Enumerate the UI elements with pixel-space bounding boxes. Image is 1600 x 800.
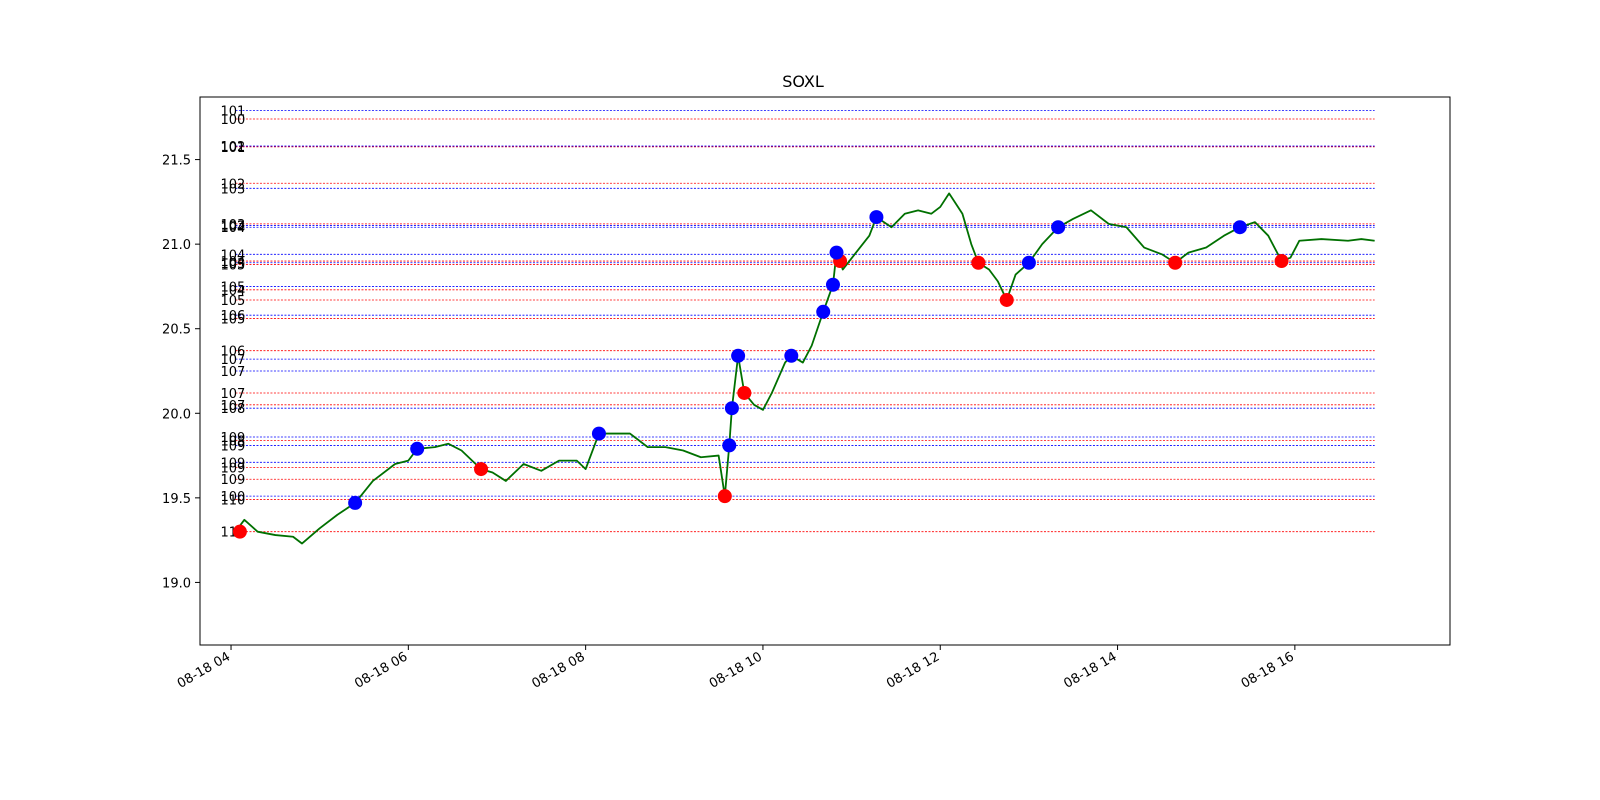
buy-marker — [591, 426, 606, 441]
chart-title: SOXL — [782, 72, 824, 91]
x-tick-label: 08-18 12 — [884, 649, 942, 691]
level-label: 107 — [220, 387, 245, 402]
buy-marker — [869, 210, 884, 225]
buy-marker — [784, 348, 799, 363]
level-label: 103 — [220, 257, 245, 272]
level-label: 103 — [220, 182, 245, 197]
buy-marker — [1232, 220, 1247, 235]
level-label: 107 — [220, 353, 245, 368]
buy-marker — [722, 438, 737, 453]
level-label: 101 — [220, 141, 245, 156]
price-series-layer — [234, 192, 1375, 545]
level-label: 110 — [220, 494, 245, 509]
level-label: 104 — [220, 221, 245, 236]
buy-marker — [724, 401, 739, 416]
level-label: 104 — [220, 248, 245, 263]
markers-layer — [232, 210, 1289, 539]
sell-marker — [474, 462, 489, 477]
x-tick-label: 08-18 06 — [352, 649, 410, 691]
sell-marker — [971, 255, 986, 270]
buy-marker — [816, 304, 831, 319]
level-label: 104 — [220, 284, 245, 299]
level-label: 104 — [220, 255, 245, 270]
sell-marker — [737, 385, 752, 400]
level-label: 109 — [220, 439, 245, 454]
level-label: 102 — [220, 140, 245, 155]
y-tick-label: 20.5 — [162, 323, 191, 338]
buy-marker — [348, 495, 363, 510]
y-tick-label: 19.5 — [162, 492, 191, 507]
level-label: 109 — [220, 473, 245, 488]
level-label: 105 — [220, 294, 245, 309]
sell-marker — [999, 292, 1014, 307]
level-label: 100 — [220, 113, 245, 128]
level-lines-layer — [235, 110, 1375, 533]
level-label: 105 — [220, 313, 245, 328]
buy-marker — [1021, 255, 1036, 270]
y-tick-label: 20.0 — [162, 407, 191, 422]
sell-marker — [717, 489, 732, 504]
level-label: 109 — [220, 456, 245, 471]
level-label: 100 — [220, 490, 245, 505]
buy-marker — [829, 245, 844, 260]
y-axis: 19.0 19.5 20.0 20.5 21.0 21.5 — [162, 154, 200, 591]
x-tick-label: 08-18 04 — [175, 649, 233, 691]
level-label: 105 — [220, 280, 245, 295]
level-label: 103 — [220, 218, 245, 233]
level-label: 109 — [220, 431, 245, 446]
level-label: 102 — [220, 220, 245, 235]
level-label: 107 — [220, 399, 245, 414]
x-tick-label: 08-18 08 — [530, 649, 588, 691]
sell-marker — [1168, 255, 1183, 270]
level-label: 108 — [220, 402, 245, 417]
buy-marker — [731, 348, 746, 363]
sell-marker — [1274, 254, 1289, 269]
y-tick-label: 21.0 — [162, 238, 191, 253]
level-label: 106 — [220, 345, 245, 360]
plot-frame — [199, 96, 1451, 646]
x-tick-label: 08-18 16 — [1239, 649, 1297, 691]
y-tick-label: 21.5 — [162, 154, 191, 169]
level-label: 105 — [220, 258, 245, 273]
buy-marker — [410, 441, 425, 456]
price-series-line — [234, 192, 1375, 545]
x-tick-label: 08-18 10 — [707, 649, 765, 691]
buy-marker — [825, 277, 840, 292]
level-labels-layer: 1011001021011021031031021041041041031051… — [220, 105, 245, 541]
x-axis: 08-18 04 08-18 06 08-18 08 08-18 10 08-18 12… — [175, 645, 1297, 692]
x-tick-label: 08-18 14 — [1061, 649, 1119, 691]
level-label: 109 — [220, 461, 245, 476]
level-label: 101 — [220, 105, 245, 120]
level-label: 108 — [220, 434, 245, 449]
sell-marker — [232, 524, 247, 539]
level-label: 102 — [220, 177, 245, 192]
level-label: 106 — [220, 309, 245, 324]
level-label: 107 — [220, 365, 245, 380]
buy-marker — [1051, 220, 1066, 235]
y-tick-label: 19.0 — [162, 576, 191, 591]
